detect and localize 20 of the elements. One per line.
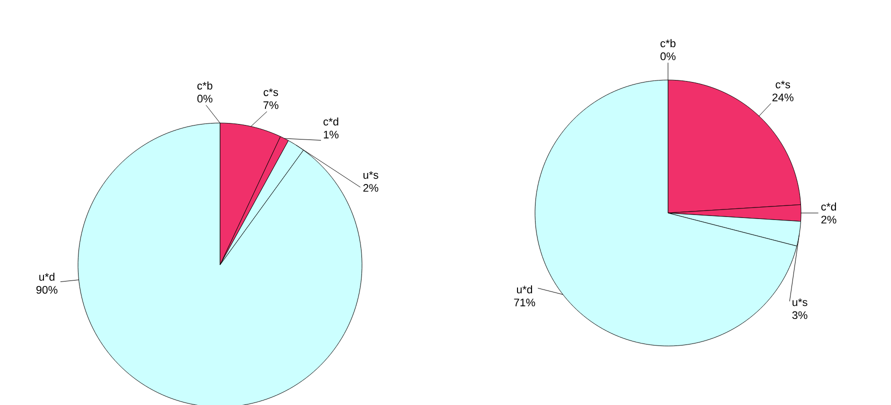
slice-label: c*s	[776, 80, 790, 88]
data-label: 90%	[36, 286, 58, 294]
data-label: 71%	[514, 298, 536, 306]
data-label: 2%	[821, 216, 836, 224]
category-label: c*b	[660, 39, 676, 48]
text: 0%	[660, 52, 676, 60]
slice-label: c*s	[264, 88, 278, 96]
data-label: 1%	[324, 130, 339, 138]
slice-label: c*d	[324, 117, 338, 126]
slice-label: u*d	[517, 285, 532, 294]
data-label: 2%	[363, 184, 378, 192]
category-label: c*b	[197, 82, 212, 90]
data-label: 24%	[772, 94, 794, 102]
slice-label: u*s	[792, 298, 808, 306]
slice-label: u*d	[39, 272, 54, 281]
slice-label: c*d	[821, 202, 836, 211]
slice-label: u*s	[364, 171, 378, 179]
data-label: 3%	[792, 311, 808, 320]
data-label: 7%	[263, 101, 278, 109]
text: 0%	[197, 94, 212, 103]
